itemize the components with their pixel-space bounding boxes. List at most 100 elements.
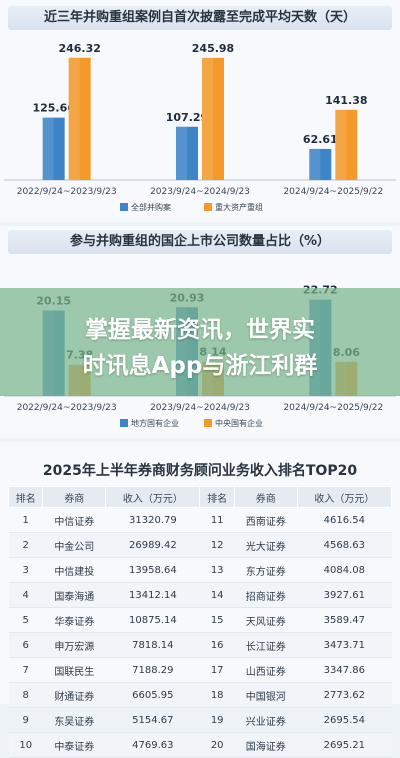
days-bar-s0-c0 [42, 117, 65, 180]
ranking-table-body: 1 中信证券 31320.79 11 西南证券 4616.54 2 中金公司 26989.42 1… [8, 507, 392, 758]
table-cell: 3 [8, 557, 43, 583]
days-value-label: 62.61 [303, 133, 338, 146]
table-cell: 申万宏源 [42, 632, 106, 658]
days-value-label: 141.38 [325, 94, 367, 107]
ranking-header-row: 排名 券商 收入（万元） 排名 券商 收入（万元） [7, 486, 393, 508]
chart-title-soe: 参与并购重组的国企上市公司数量占比（%） [8, 230, 392, 254]
chart-title-days: 近三年并购重组案例自首次披露至完成平均天数（天） [8, 6, 392, 30]
table-cell: 7 [8, 657, 43, 683]
soe-legend-swatch-1 [204, 419, 212, 427]
table-cell: 东方证券 [234, 557, 298, 583]
table-cell: 中信证券 [42, 507, 106, 533]
table-cell: 10875.14 [105, 607, 200, 633]
table-cell: 4084.08 [297, 557, 392, 583]
soe-legend-swatch-0 [120, 419, 128, 427]
table-cell: 国海证券 [234, 732, 298, 758]
table-row: 7 国联民生 7188.29 17 山西证券 3347.86 [8, 657, 392, 683]
table-cell: 光大证券 [234, 532, 298, 558]
days-value-label: 125.66 [32, 102, 75, 115]
table-cell: 5154.67 [105, 707, 200, 733]
table-row: 5 华泰证券 10875.14 15 天风证券 3589.47 [8, 607, 392, 633]
days-bar-shade-s0-c1 [176, 126, 187, 180]
table-cell: 东吴证券 [42, 707, 106, 733]
table-cell: 16 [199, 632, 235, 658]
table-cell: 10 [8, 732, 43, 758]
days-tick-label: 2024/9/24~2025/9/22 [283, 187, 383, 197]
table-cell: 13958.64 [105, 557, 200, 583]
ranking-title: 2025年上半年券商财务顾问业务收入排名TOP20 [42, 463, 358, 479]
table-cell: 17 [199, 657, 235, 683]
column-header-5: 收入（万元） [296, 486, 393, 508]
ranking-table: 排名 券商 收入（万元） 排名 券商 收入（万元） 1 中信证券 31320.79 11 西南证券… [7, 486, 393, 758]
table-cell: 1 [8, 507, 43, 533]
days-tick-label: 2022/9/24~2023/9/23 [17, 187, 117, 197]
days-legend-swatch-1 [204, 203, 212, 211]
days-bar-s0-c1 [176, 126, 198, 180]
table-cell: 招商证券 [234, 582, 298, 608]
column-header-3: 排名 [199, 486, 235, 508]
table-cell: 5 [8, 607, 43, 633]
days-value-label: 245.98 [192, 42, 234, 55]
overlay-line-1: 掌握最新资讯，世界实 [85, 317, 315, 343]
table-cell: 20 [199, 732, 235, 758]
table-cell: 4769.63 [105, 732, 200, 758]
table-cell: 中信建投 [42, 557, 106, 583]
column-header-1: 券商 [42, 486, 107, 508]
days-legend-swatch-0 [120, 203, 128, 211]
table-cell: 4568.63 [297, 532, 392, 558]
table-cell: 中泰证券 [42, 732, 106, 758]
days-value-label: 246.32 [58, 42, 100, 55]
table-cell: 12 [199, 532, 235, 558]
table-row: 9 东吴证券 5154.67 19 兴业证券 2695.54 [8, 707, 392, 733]
ranking-panel: 2025年上半年券商财务顾问业务收入排名TOP20 排名 券商 收入（万元） 排名 券商… [0, 442, 400, 758]
table-cell: 3589.47 [297, 607, 392, 633]
chart-panel-days: 近三年并购重组案例自首次披露至完成平均天数（天） 125.66 246.32 202… [0, 0, 400, 222]
table-cell: 31320.79 [105, 507, 200, 533]
soe-tick-label: 2022/9/24~2023/9/23 [17, 403, 117, 413]
table-cell: 14 [199, 582, 235, 608]
days-bar-s0-c2 [309, 148, 332, 180]
days-bar-s1-c1 [202, 57, 224, 180]
table-cell: 9 [8, 707, 43, 733]
table-row: 3 中信建投 13958.64 13 东方证券 4084.08 [8, 557, 392, 583]
table-cell: 2695.54 [297, 707, 392, 733]
days-bar-shade-s1-c2 [335, 109, 347, 180]
soe-legend-label-0: 地方国有企业 [131, 418, 179, 428]
table-cell: 19 [199, 707, 235, 733]
table-cell: 4 [8, 582, 43, 608]
column-header-0: 排名 [7, 486, 44, 508]
table-cell: 6 [8, 632, 43, 658]
table-cell: 国泰海通 [42, 582, 106, 608]
days-bar-shade-s0-c2 [309, 148, 321, 180]
table-cell: 13412.14 [105, 582, 200, 608]
table-cell: 兴业证券 [234, 707, 298, 733]
days-bar-shade-s1-c1 [202, 57, 213, 180]
table-cell: 3927.61 [297, 582, 392, 608]
table-cell: 4616.54 [297, 507, 392, 533]
table-cell: 国联民生 [42, 657, 106, 683]
table-row: 10 中泰证券 4769.63 20 国海证券 2695.21 [8, 732, 392, 758]
overlay-line-2: 时讯息App与浙江利群 [82, 353, 318, 379]
table-cell: 7188.29 [105, 657, 200, 683]
soe-tick-label: 2024/9/24~2025/9/22 [283, 403, 383, 413]
table-cell: 长江证券 [234, 632, 298, 658]
table-cell: 11 [199, 507, 235, 533]
table-row: 6 申万宏源 7818.14 16 长江证券 3473.71 [8, 632, 392, 658]
column-header-4: 券商 [233, 486, 298, 508]
table-row: 4 国泰海通 13412.14 14 招商证券 3927.61 [8, 582, 392, 608]
days-value-label: 107.29 [166, 111, 208, 124]
days-tick-label: 2023/9/24~2024/9/23 [150, 187, 250, 197]
table-cell: 8 [8, 682, 43, 708]
days-bar-s1-c0 [68, 57, 91, 180]
days-bar-s1-c2 [335, 109, 358, 180]
table-cell: 天风证券 [234, 607, 298, 633]
days-legend-label-1: 重大资产重组 [215, 202, 263, 212]
table-cell: 2695.21 [297, 732, 392, 758]
days-bar-shade-s0-c0 [42, 117, 54, 180]
table-cell: 中国银河 [234, 682, 298, 708]
table-cell: 3347.86 [297, 657, 392, 683]
table-cell: 7818.14 [105, 632, 200, 658]
soe-tick-label: 2023/9/24~2024/9/23 [150, 403, 250, 413]
table-cell: 西南证券 [234, 507, 298, 533]
table-cell: 3473.71 [297, 632, 392, 658]
